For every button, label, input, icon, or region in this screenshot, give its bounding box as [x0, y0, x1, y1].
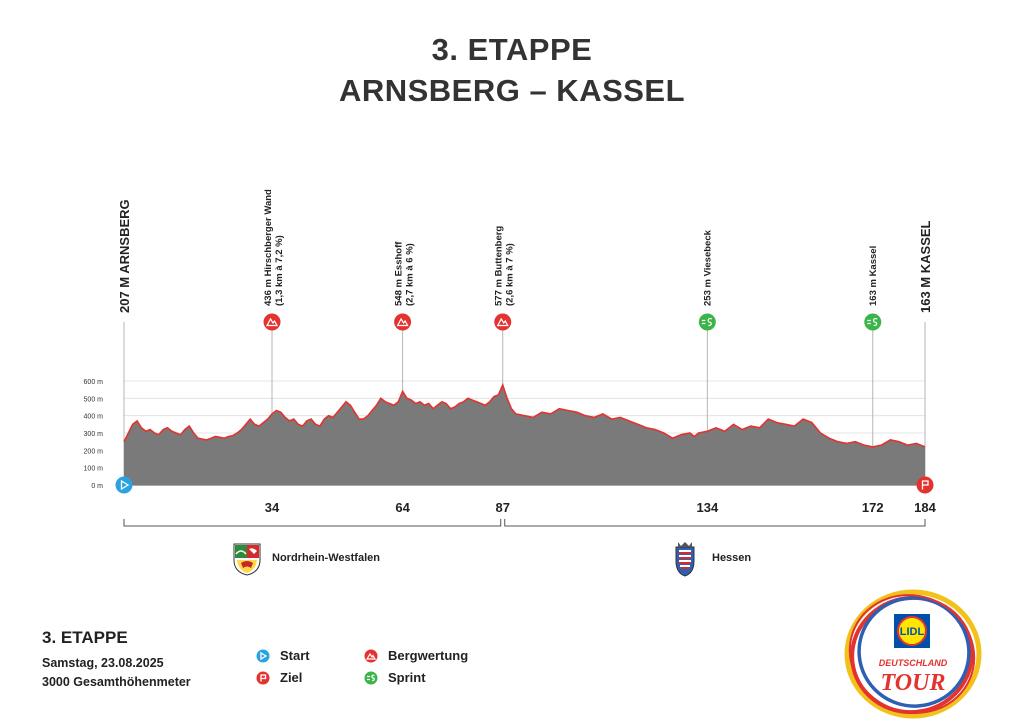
finish-marker-icon: [916, 476, 934, 494]
climb-sublabel: (1,3 km à 7,2 %): [274, 235, 285, 306]
climb-label: 577 m Buttenberg: [494, 226, 505, 306]
climb-glyph: [396, 317, 409, 327]
nrw-crest-icon: [233, 543, 261, 576]
climb-label: 436 m Hirschberger Wand: [263, 189, 274, 306]
climb-label: 548 m Esshoff: [394, 241, 405, 306]
finish-glyph: [921, 480, 929, 490]
legend-finish: Ziel: [256, 670, 302, 685]
y-tick-label: 0 m: [91, 483, 103, 490]
elevation-line: [123, 382, 926, 448]
logo-brand: LIDL: [900, 626, 925, 638]
region-label-nrw: Nordrhein-Westfalen: [272, 552, 380, 564]
legend-start-label: Start: [280, 648, 310, 663]
hessen-crest-icon: [675, 542, 695, 577]
region-brackets: [123, 519, 926, 527]
finish-icon: [256, 671, 270, 684]
finish-label: 163 M KASSEL: [918, 220, 933, 313]
x-tick-label: 172: [862, 500, 884, 515]
stage-route: ARNSBERG – KASSEL: [338, 73, 686, 108]
y-tick-label: 300 m: [84, 431, 104, 438]
sprint-icon: [364, 671, 378, 684]
marker-circle: [115, 476, 133, 494]
sprint-marker-icon: [698, 313, 716, 331]
climb-marker-icon: [394, 313, 412, 331]
region-bracket: [123, 519, 502, 527]
x-tick-label: 34: [265, 500, 280, 515]
x-tick-label: 64: [395, 500, 410, 515]
sprint-glyph: [867, 319, 871, 325]
region-label-hessen: Hessen: [712, 552, 752, 564]
elevation-area: [124, 385, 925, 485]
climb-glyph: [266, 317, 279, 327]
region-bracket: [504, 519, 926, 527]
marker-circle: [864, 313, 882, 331]
logo-line2: TOUR: [881, 670, 946, 696]
x-tick-label: 184: [914, 500, 936, 515]
start-label: 207 M ARNSBERG: [117, 199, 132, 313]
legend-sprint-label: Sprint: [388, 670, 426, 685]
climb-sublabel: (2,7 km à 6 %): [405, 243, 416, 306]
marker-circle: [698, 313, 716, 331]
sprint-marker-icon: [864, 313, 882, 331]
climb-marker-icon: [494, 313, 512, 331]
deutschland-tour-logo: LIDL DEUTSCHLAND TOUR: [844, 589, 982, 719]
footer-stage-title: 3. ETAPPE: [42, 628, 128, 647]
stage-title: 3. ETAPPE: [431, 32, 593, 67]
x-tick-label: 87: [495, 500, 509, 515]
x-tick-label: 134: [696, 500, 718, 515]
y-tick-label: 400 m: [84, 414, 104, 421]
sprint-glyph: [707, 317, 713, 327]
y-tick-label: 500 m: [84, 396, 104, 403]
climb-marker-icon: [263, 313, 281, 331]
y-tick-label: 600 m: [84, 379, 104, 386]
sprint-label: 253 m Viesebeck: [702, 229, 713, 306]
legend-finish-label: Ziel: [280, 670, 303, 685]
marker-labels: 207 M ARNSBERG 436 m Hirschberger Wand (1,…: [117, 189, 933, 313]
climb-icon: [364, 649, 378, 662]
y-tick-label: 200 m: [84, 448, 104, 455]
y-tick-label: 100 m: [84, 466, 104, 473]
logo-line1: DEUTSCHLAND: [879, 658, 948, 668]
sprint-glyph: [701, 319, 706, 325]
footer-date: Samstag, 23.08.2025: [42, 656, 164, 670]
marker-icons: [115, 313, 934, 494]
start-glyph: [120, 479, 130, 491]
sprint-label: 163 m Kassel: [868, 246, 879, 306]
start-icon: [256, 649, 270, 662]
legend-climb: Bergwertung: [364, 648, 468, 663]
legend-climb-label: Bergwertung: [388, 648, 469, 663]
climb-glyph: [496, 317, 509, 327]
legend-start: Start: [256, 648, 310, 663]
x-axis: 34 64 87 134 172 184: [265, 500, 937, 515]
climb-sublabel: (2,6 km à 7 %): [505, 243, 516, 306]
legend-sprint: Sprint: [364, 670, 426, 685]
footer-elevation: 3000 Gesamthöhenmeter: [42, 675, 191, 689]
y-axis: 0 m 100 m 200 m 300 m 400 m 500 m 600 m: [84, 379, 104, 490]
start-marker-icon: [115, 476, 133, 494]
sprint-glyph: [872, 317, 878, 327]
